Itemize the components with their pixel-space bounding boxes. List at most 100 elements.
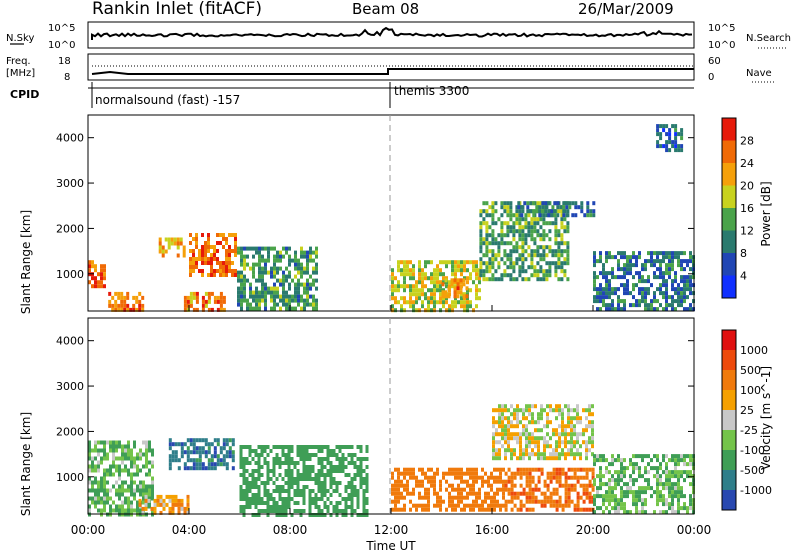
- vel-cell: [177, 458, 181, 463]
- vel-cell: [525, 495, 529, 500]
- vel-cell: [145, 444, 148, 449]
- vel-cell: [347, 493, 351, 497]
- vel-cell: [139, 484, 142, 489]
- power-cell: [213, 253, 216, 257]
- power-cell: [500, 241, 504, 246]
- power-cell: [276, 278, 279, 283]
- vel-cell: [195, 446, 199, 451]
- power-cell: [512, 249, 516, 254]
- vel-cell: [260, 473, 264, 477]
- vel-cell: [534, 483, 538, 488]
- power-cell: [671, 259, 674, 264]
- power-cell: [526, 205, 530, 210]
- vel-cell: [213, 450, 217, 455]
- vel-cell: [144, 498, 148, 503]
- power-cell: [677, 144, 681, 149]
- power-cell: [300, 306, 303, 311]
- vel-cell: [561, 471, 565, 476]
- vel-cell: [513, 412, 516, 417]
- vel-cell: [254, 497, 258, 501]
- power-cell: [521, 265, 525, 270]
- vel-cell: [263, 461, 267, 465]
- vel-cell: [118, 492, 121, 497]
- power-cell: [614, 275, 617, 280]
- power-cell: [665, 283, 668, 288]
- power-cell: [270, 290, 273, 295]
- power-cell: [662, 279, 665, 284]
- vel-cell: [91, 468, 94, 473]
- vel-cell: [516, 471, 520, 476]
- power-cell: [400, 304, 403, 309]
- power-cell: [192, 307, 196, 312]
- power-cell: [527, 229, 531, 234]
- vel-cell: [686, 474, 689, 479]
- vel-cell: [555, 479, 559, 484]
- vel-cell: [213, 446, 217, 451]
- vel-cell: [641, 510, 644, 515]
- vel-cell: [555, 408, 558, 413]
- power-cell: [261, 274, 264, 279]
- power-cell: [563, 261, 567, 266]
- power-cell: [252, 274, 255, 279]
- vel-cell: [263, 485, 267, 489]
- power-cell: [309, 246, 312, 251]
- power-cell: [541, 209, 545, 214]
- vel-cell: [620, 458, 623, 463]
- power-cell: [94, 268, 97, 273]
- vel-cell: [257, 465, 261, 469]
- power-cell: [605, 307, 608, 312]
- power-cell: [674, 275, 677, 280]
- vel-cell: [463, 487, 466, 492]
- power-cell: [686, 275, 689, 280]
- vel-cell: [88, 480, 91, 485]
- vel-cell: [245, 469, 249, 473]
- power-cell: [494, 277, 498, 282]
- vel-cell: [638, 494, 641, 499]
- vel-cell: [573, 440, 576, 445]
- power-cell: [207, 307, 211, 312]
- vel-cell: [418, 483, 421, 488]
- vel-cell: [397, 495, 400, 500]
- vel-cell: [665, 478, 668, 483]
- power-cell: [447, 286, 451, 291]
- power-cell: [258, 290, 261, 295]
- vel-cell: [525, 440, 528, 445]
- vel-cell: [683, 502, 686, 507]
- vel-cell: [338, 445, 342, 449]
- vel-cell: [573, 507, 577, 512]
- power-cell: [164, 237, 168, 242]
- power-cell: [246, 246, 249, 251]
- vel-cell: [492, 408, 495, 413]
- power-cell: [243, 294, 246, 299]
- vel-cell: [641, 486, 644, 491]
- vel-cell: [305, 485, 309, 489]
- vel-cell: [88, 440, 91, 445]
- power-cell: [303, 266, 306, 271]
- power-cell: [100, 268, 103, 273]
- power-cell: [605, 275, 608, 280]
- vel-cell: [686, 470, 689, 475]
- power-cell: [94, 264, 97, 269]
- vel-cell: [546, 424, 549, 429]
- power-cell: [659, 287, 662, 292]
- nave-tick-bottom: 0: [708, 72, 714, 83]
- power-cell: [123, 303, 127, 308]
- vel-cell: [516, 436, 519, 441]
- vel-cell: [281, 453, 285, 457]
- power-cell: [602, 263, 605, 268]
- vel-cell: [507, 491, 511, 496]
- colorbar-tick-label: 24: [740, 157, 754, 170]
- vel-cell: [213, 466, 217, 471]
- vel-cell: [629, 490, 632, 495]
- vel-cell: [278, 497, 282, 501]
- vel-cell: [403, 475, 406, 480]
- power-cell: [563, 249, 567, 254]
- power-cell: [545, 233, 549, 238]
- power-cell: [312, 282, 315, 287]
- power-cell: [433, 268, 436, 273]
- power-cell: [491, 261, 495, 266]
- vel-cell: [620, 494, 623, 499]
- vel-cell: [519, 475, 523, 480]
- power-cell: [479, 257, 483, 262]
- power-cell: [602, 271, 605, 276]
